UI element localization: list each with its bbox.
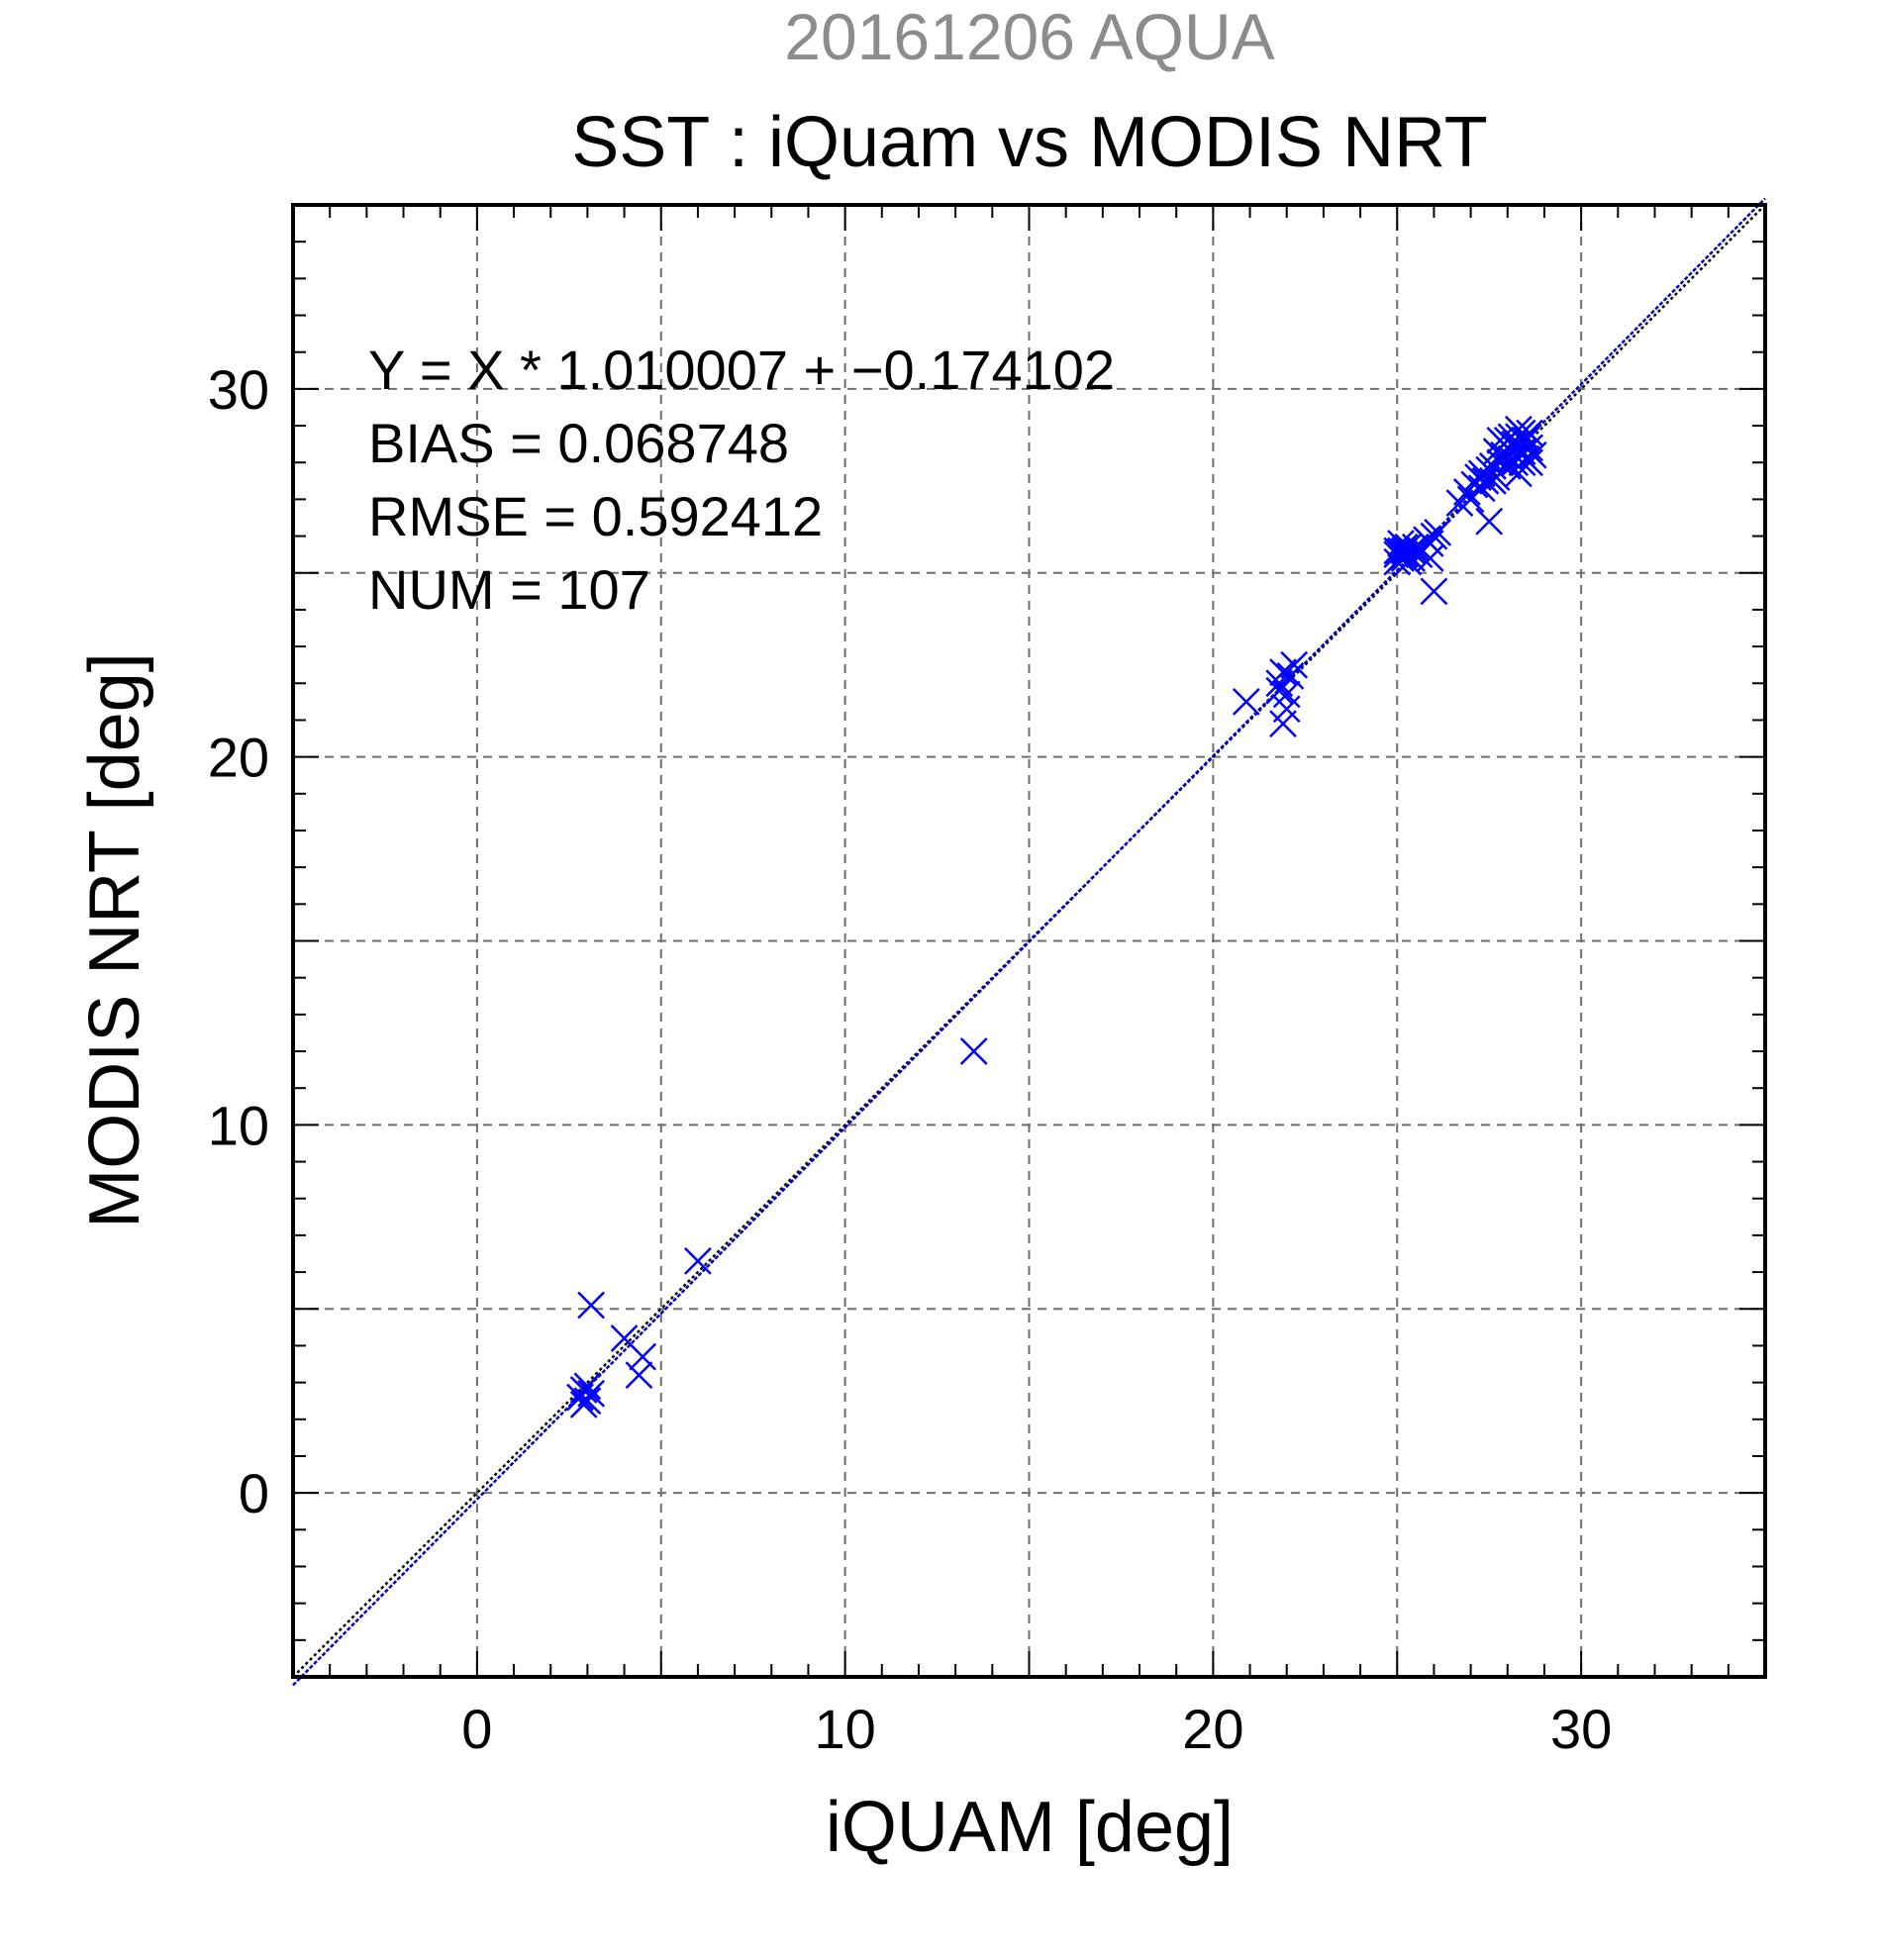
data-point xyxy=(1475,507,1504,536)
x-axis-label: iQUAM [deg] xyxy=(826,1788,1234,1867)
x-icon-stroke xyxy=(1232,687,1260,716)
data-point xyxy=(569,1391,598,1419)
stats-line-1: Y = X * 1.010007 + −0.174102 xyxy=(368,339,1115,401)
data-point xyxy=(1497,438,1526,465)
data-point xyxy=(625,1361,653,1390)
data-point xyxy=(1232,687,1260,716)
y-tick-label: 10 xyxy=(208,1094,269,1156)
y-tick-label: 0 xyxy=(239,1462,269,1524)
x-icon-stroke xyxy=(1497,438,1526,465)
x-icon-stroke xyxy=(1420,577,1448,606)
data-point xyxy=(1276,661,1305,690)
x-icon-stroke xyxy=(625,1361,653,1390)
x-icon-stroke xyxy=(1390,540,1419,569)
data-point xyxy=(1398,543,1427,572)
x-icon-stroke xyxy=(1387,530,1415,557)
data-point xyxy=(1269,710,1297,738)
tick-labels: 0 10 20 30 0 10 20 30 xyxy=(208,358,1613,1760)
x-icon-stroke xyxy=(569,1391,598,1419)
chart-title: SST : iQuam vs MODIS NRT xyxy=(571,103,1488,182)
data-point xyxy=(1467,459,1496,488)
data-point xyxy=(1493,427,1522,454)
x-icon-stroke xyxy=(1516,434,1543,462)
x-icon-stroke xyxy=(1471,466,1500,495)
x-icon-stroke xyxy=(1269,710,1297,738)
x-icon-stroke xyxy=(1272,680,1301,709)
data-point xyxy=(1390,540,1419,569)
x-tick-label: 0 xyxy=(461,1698,492,1760)
grid xyxy=(293,205,1765,1677)
x-icon-stroke xyxy=(1493,427,1522,454)
x-icon-stroke xyxy=(1475,507,1504,536)
x-icon-stroke xyxy=(1424,518,1452,546)
x-icon-stroke xyxy=(1265,676,1294,705)
data-point xyxy=(573,1372,602,1401)
x-icon-stroke xyxy=(610,1324,639,1352)
x-icon-stroke xyxy=(1398,543,1427,572)
stats-line-4: NUM = 107 xyxy=(368,558,650,621)
data-point xyxy=(1424,518,1452,546)
x-icon-stroke xyxy=(1479,466,1507,495)
x-icon-stroke xyxy=(573,1372,602,1401)
y-axis-label: MODIS NRT [deg] xyxy=(75,652,154,1228)
x-icon-stroke xyxy=(577,1291,606,1320)
x-icon-stroke xyxy=(1516,448,1543,477)
data-point xyxy=(1420,577,1448,606)
x-icon-stroke xyxy=(959,1037,988,1065)
x-icon-stroke xyxy=(1394,533,1423,561)
x-tick-label: 10 xyxy=(814,1698,875,1760)
x-icon-stroke xyxy=(1467,459,1496,488)
x-icon-stroke xyxy=(1276,661,1305,690)
data-point xyxy=(629,1342,657,1371)
y-tick-label: 30 xyxy=(208,358,269,421)
data-point xyxy=(577,1291,606,1320)
data-point xyxy=(684,1247,712,1275)
data-point xyxy=(1516,448,1543,477)
x-tick-label: 20 xyxy=(1182,1698,1243,1760)
x-icon-stroke xyxy=(1280,650,1309,679)
data-point xyxy=(1516,434,1543,462)
chart-header: 20161206 AQUA xyxy=(784,0,1274,73)
plot-frame xyxy=(291,203,1767,1679)
data-point xyxy=(1280,650,1309,679)
y-tick-label: 20 xyxy=(208,727,269,789)
x-icon-stroke xyxy=(629,1342,657,1371)
data-point xyxy=(1265,676,1294,705)
data-point xyxy=(1394,533,1423,561)
data-point xyxy=(959,1037,988,1065)
data-point xyxy=(1471,466,1500,495)
stats-line-2: BIAS = 0.068748 xyxy=(368,412,789,474)
x-tick-label: 30 xyxy=(1550,1698,1612,1760)
x-icon-stroke xyxy=(684,1247,712,1275)
data-points xyxy=(566,415,1547,1419)
stats-line-3: RMSE = 0.592412 xyxy=(368,485,823,547)
